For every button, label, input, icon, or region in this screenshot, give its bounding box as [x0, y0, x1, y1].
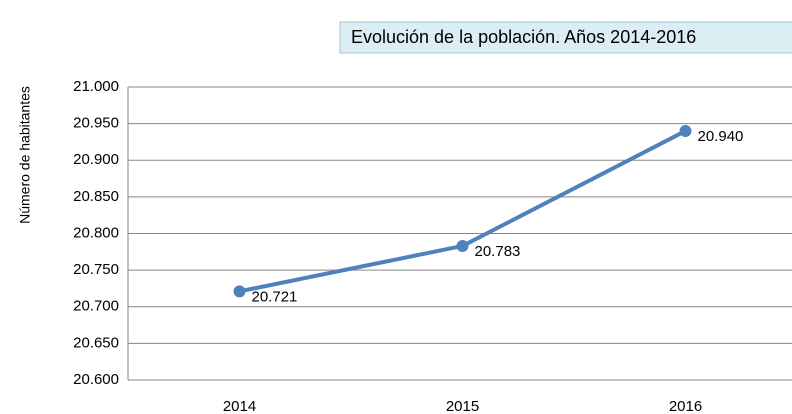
y-tick-label: 20.800: [73, 224, 119, 241]
y-tick-label: 21.000: [73, 78, 119, 95]
y-tick-label: 20.750: [73, 261, 119, 278]
x-tick-label: 2016: [669, 398, 702, 414]
title-box: [339, 21, 792, 54]
x-tick-label: 2015: [446, 398, 479, 414]
y-tick-label: 20.600: [73, 371, 119, 388]
y-tick-label: 20.650: [73, 334, 119, 351]
data-label: 20.721: [252, 288, 298, 305]
y-axis-label: Número de habitantes: [17, 86, 33, 224]
chart-title: Evolución de la población. Años 2014-201…: [351, 27, 696, 47]
x-tick-label: 2014: [223, 398, 256, 414]
y-tick-label: 20.700: [73, 298, 119, 315]
data-label: 20.783: [475, 243, 521, 260]
y-tick-label: 20.950: [73, 115, 119, 132]
marker: [456, 239, 469, 252]
marker: [233, 285, 246, 298]
marker: [679, 124, 692, 137]
data-label: 20.940: [698, 128, 744, 145]
y-tick-label: 20.850: [73, 188, 119, 205]
y-tick-label: 20.900: [73, 151, 119, 168]
line: [239, 129, 687, 294]
